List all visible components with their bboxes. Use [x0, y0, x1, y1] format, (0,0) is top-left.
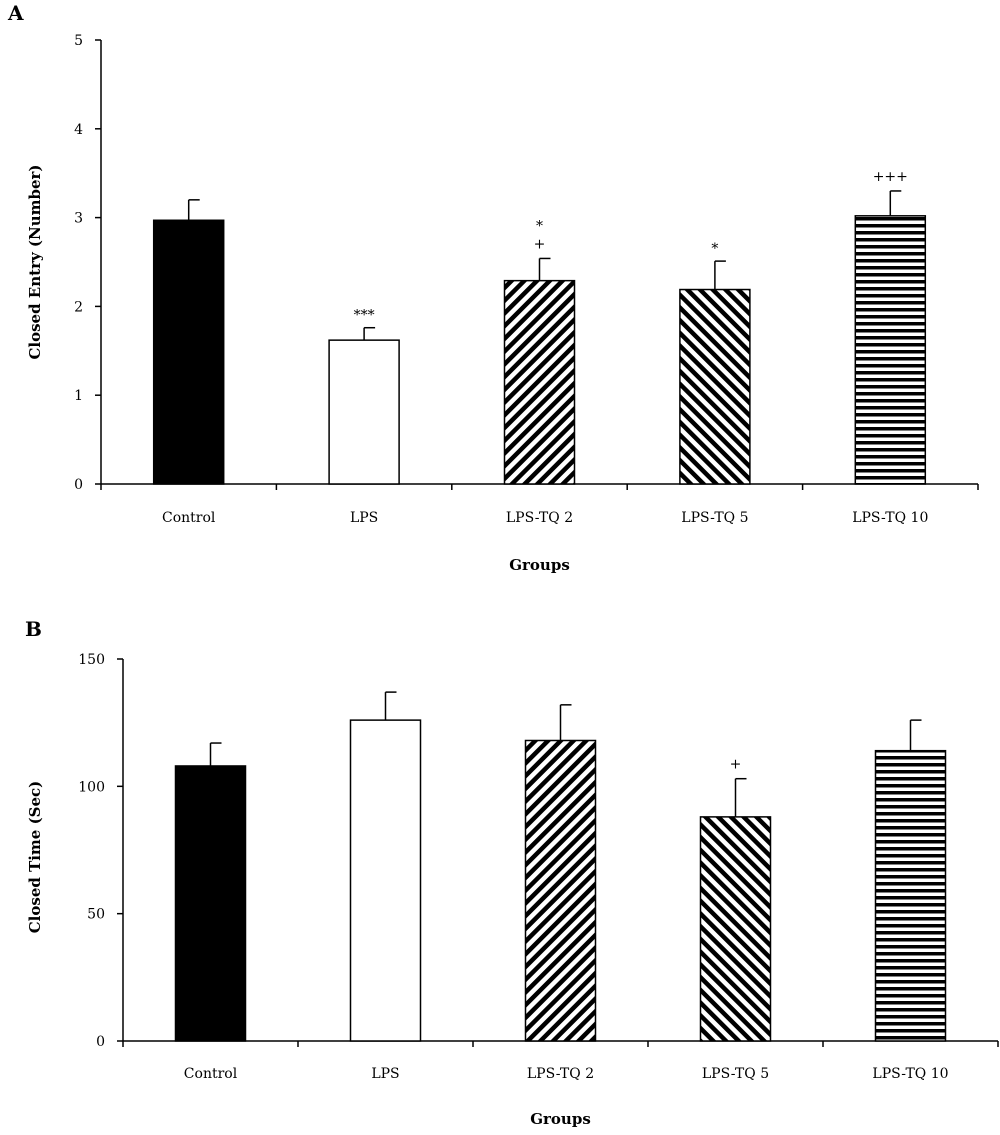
bar [524, 739, 597, 1042]
bar [874, 749, 947, 1042]
significance-label: +++ [873, 169, 908, 185]
significance-label: + [730, 757, 742, 773]
x-tick-label: LPS-TQ 5 [681, 510, 748, 526]
x-tick-label: LPS-TQ 2 [506, 510, 573, 526]
y-tick-label: 3 [74, 211, 83, 227]
panel-label: A [7, 1, 24, 25]
y-tick-label: 0 [96, 1034, 105, 1050]
bar [699, 816, 772, 1042]
bar [174, 765, 247, 1042]
bar [152, 219, 225, 485]
significance-label: * [711, 241, 718, 257]
panel-label: B [25, 617, 42, 641]
bar [679, 288, 751, 485]
y-axis-title: Closed Time (Sec) [26, 781, 44, 934]
significance-label: * [536, 218, 543, 234]
bar [328, 339, 400, 485]
x-tick-label: Control [184, 1066, 238, 1082]
y-tick-label: 100 [78, 779, 105, 795]
x-tick-label: LPS-TQ 5 [702, 1066, 769, 1082]
significance-label: + [534, 236, 546, 252]
x-axis-title: Groups [530, 1110, 591, 1128]
y-tick-label: 50 [87, 907, 105, 923]
x-tick-label: LPS-TQ 10 [872, 1066, 948, 1082]
bar [503, 279, 576, 485]
x-tick-label: LPS [371, 1066, 399, 1082]
y-tick-label: 150 [78, 652, 105, 668]
chart-panel-a: A 0 1 2 3 4 5 Control LPS *** LPS-TQ 2 * + LPS-TQ 5 * L… [7, 1, 979, 574]
y-tick-label: 4 [74, 122, 83, 138]
bar [854, 215, 927, 485]
x-tick-label: Control [162, 510, 216, 526]
y-tick-label: 0 [74, 477, 83, 493]
y-tick-label: 1 [74, 388, 83, 404]
chart-panel-b: B 0 50 100 150 Control LPS LPS-TQ 2 LPS-TQ 5 + LPS… [25, 617, 999, 1128]
x-tick-label: LPS [350, 510, 378, 526]
x-tick-label: LPS-TQ 2 [527, 1066, 594, 1082]
bar [349, 719, 422, 1042]
x-tick-label: LPS-TQ 10 [852, 510, 928, 526]
significance-label: *** [354, 308, 375, 324]
y-axis-title: Closed Entry (Number) [26, 164, 44, 359]
x-axis-title: Groups [509, 556, 570, 574]
y-tick-label: 5 [74, 33, 83, 49]
y-tick-label: 2 [74, 299, 83, 315]
